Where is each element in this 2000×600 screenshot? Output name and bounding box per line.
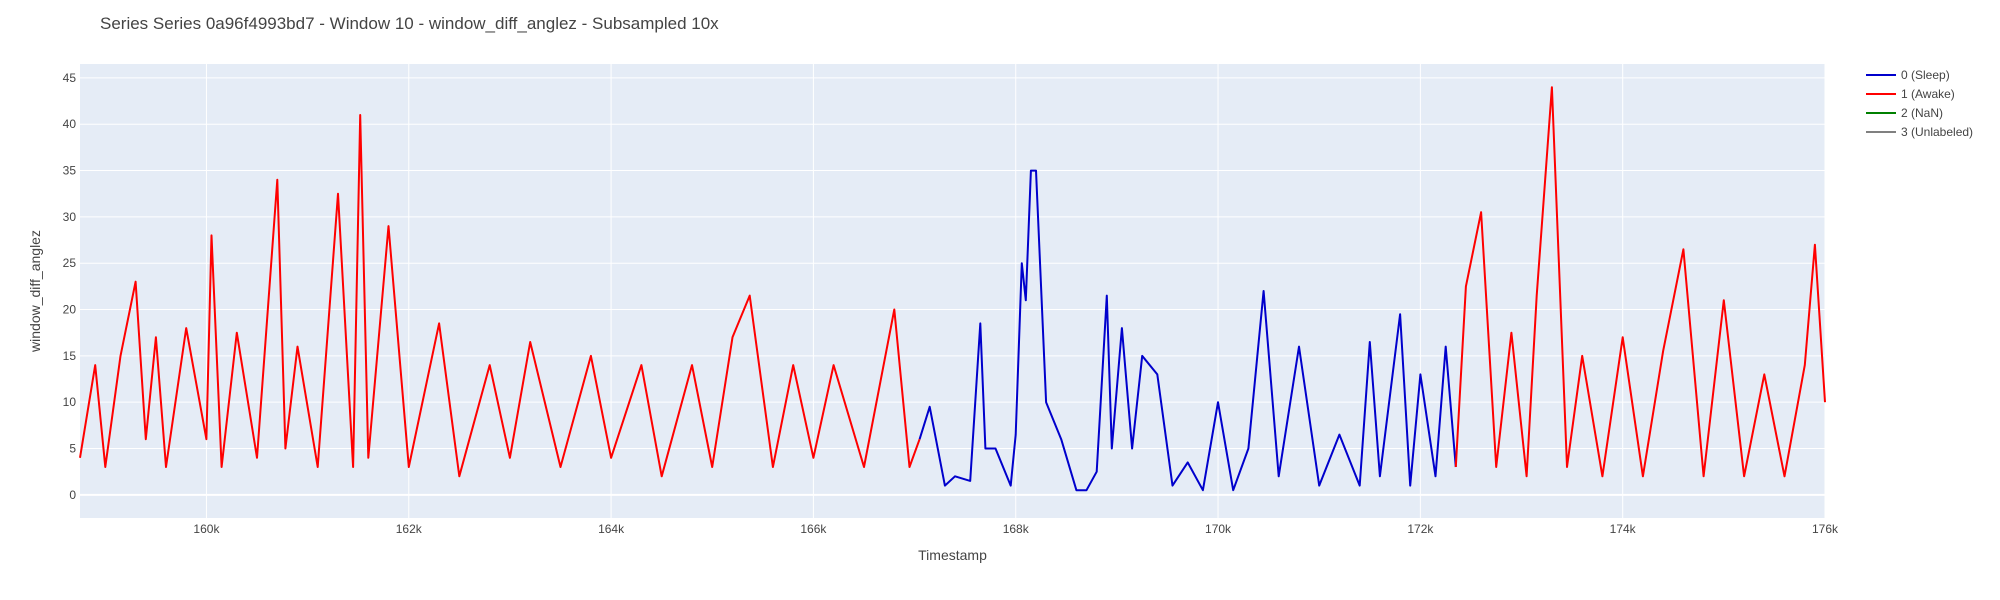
x-tick-label: 176k — [1812, 522, 1839, 536]
legend-item[interactable]: 1 (Awake) — [1866, 87, 1955, 101]
x-tick-label: 170k — [1205, 522, 1232, 536]
x-axis-title: Timestamp — [918, 547, 987, 563]
legend-label: 3 (Unlabeled) — [1901, 125, 1973, 139]
legend-item[interactable]: 3 (Unlabeled) — [1866, 125, 1973, 139]
y-tick-label: 25 — [63, 256, 77, 270]
series-line-1 — [918, 169, 1457, 492]
x-tick-labels: 160k 162k 164k 166k 168k 170k 172k 174k 176k — [193, 522, 1839, 536]
grid — [80, 64, 1826, 518]
y-tick-label: 40 — [63, 117, 77, 131]
y-tick-label: 30 — [63, 210, 77, 224]
legend-item[interactable]: 2 (NaN) — [1866, 106, 1943, 120]
series-lines — [79, 86, 1826, 492]
x-tick-label: 162k — [396, 522, 423, 536]
series-line-0 — [79, 114, 921, 478]
legend-item[interactable]: 0 (Sleep) — [1866, 68, 1950, 82]
y-tick-label: 5 — [69, 442, 76, 456]
x-tick-label: 172k — [1407, 522, 1434, 536]
y-tick-labels: 0 5 10 15 20 25 30 35 40 45 — [63, 71, 77, 502]
legend-label: 2 (NaN) — [1901, 106, 1943, 120]
plot-background — [80, 64, 1825, 518]
y-tick-label: 15 — [63, 349, 77, 363]
legend-label: 0 (Sleep) — [1901, 68, 1950, 82]
y-tick-label: 45 — [63, 71, 77, 85]
y-axis-title: window_diff_anglez — [27, 230, 43, 353]
series-line-2 — [1454, 86, 1826, 478]
y-tick-label: 0 — [69, 488, 76, 502]
y-tick-label: 35 — [63, 164, 77, 178]
y-tick-label: 10 — [63, 395, 77, 409]
x-tick-label: 168k — [1003, 522, 1030, 536]
legend[interactable]: 0 (Sleep) 1 (Awake) 2 (NaN) 3 (Unlabeled) — [1866, 68, 1973, 139]
x-tick-label: 164k — [598, 522, 625, 536]
x-tick-label: 160k — [193, 522, 220, 536]
x-tick-label: 166k — [800, 522, 827, 536]
legend-label: 1 (Awake) — [1901, 87, 1955, 101]
x-tick-label: 174k — [1610, 522, 1637, 536]
chart-title: Series Series 0a96f4993bd7 - Window 10 -… — [100, 14, 719, 33]
y-tick-label: 20 — [63, 303, 77, 317]
